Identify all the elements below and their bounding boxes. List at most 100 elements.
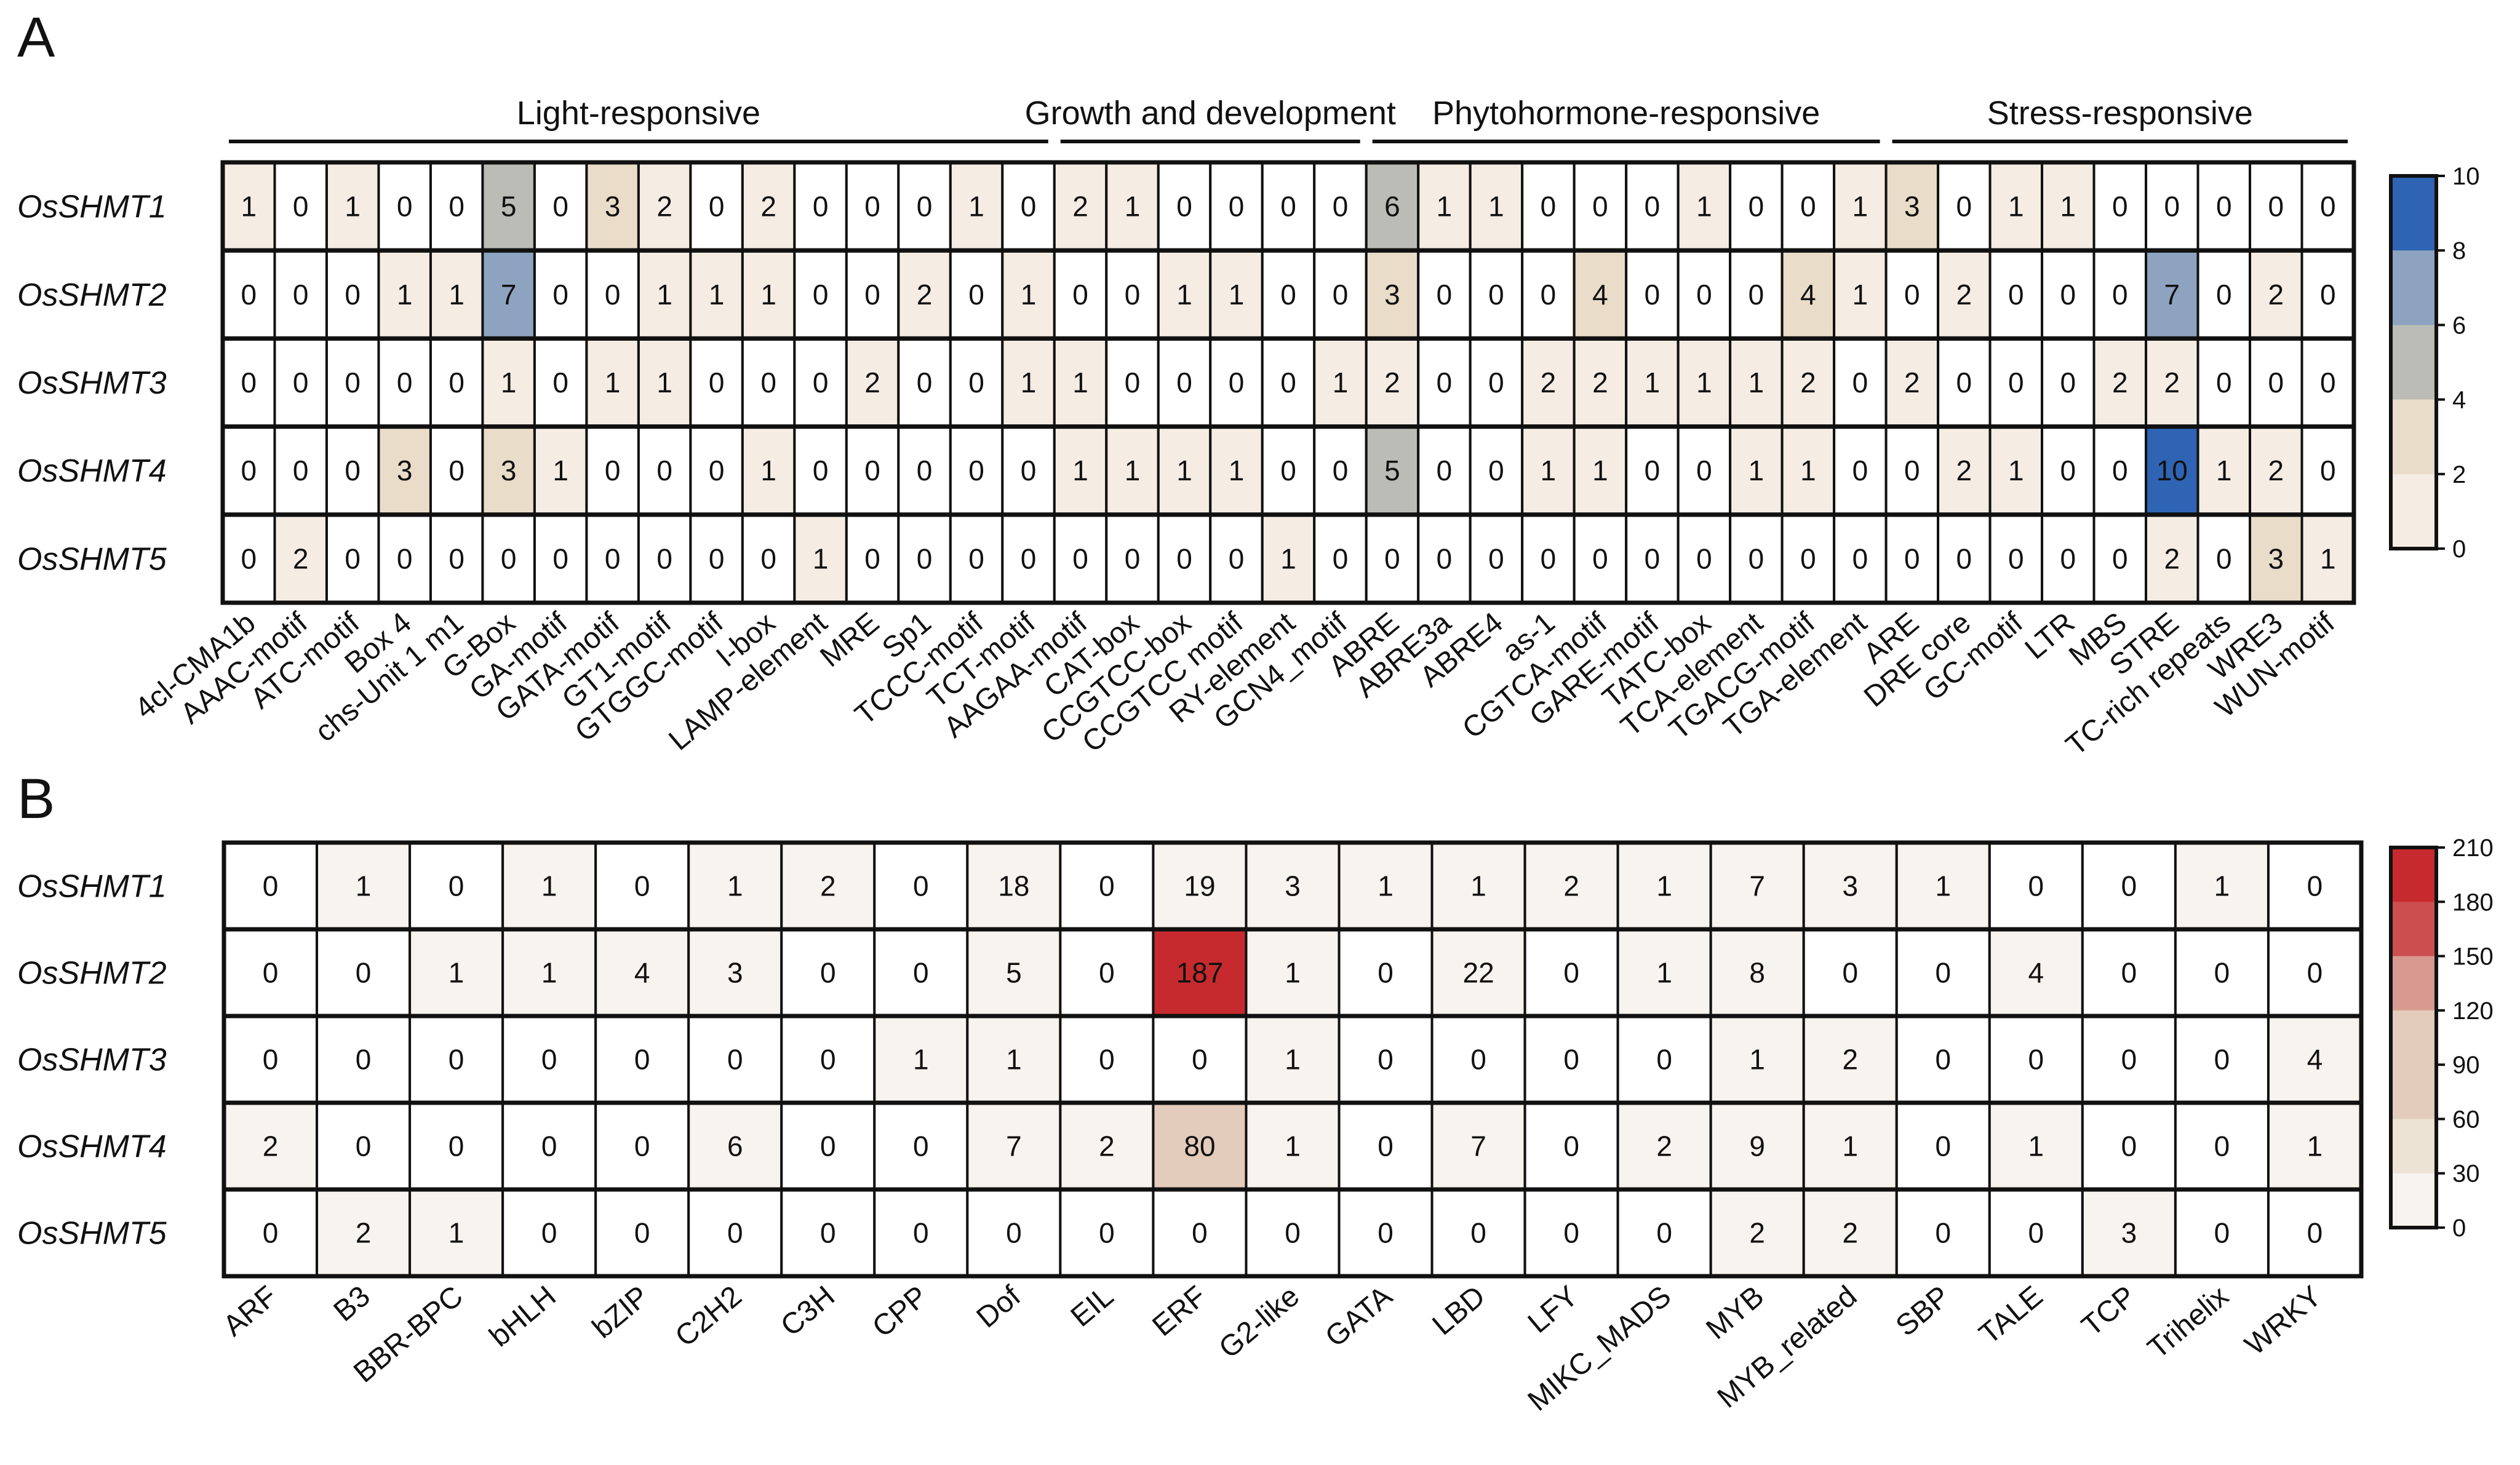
column-label: TCP [2076, 1280, 2142, 1343]
panel-a-label: A [17, 6, 55, 69]
cell-value: 7 [2164, 279, 2180, 311]
cell-value: 4 [1592, 279, 1608, 311]
heatmap-cell [2081, 1015, 2177, 1104]
heatmap-cell [1365, 513, 1420, 604]
colorbar-tick-label: 120 [2452, 998, 2494, 1025]
cell-value: 0 [709, 542, 725, 574]
heatmap-cell [1338, 1102, 1433, 1191]
cell-value: 0 [2060, 542, 2076, 574]
cell-value: 0 [2112, 191, 2128, 223]
heatmap-cell [1573, 513, 1628, 604]
colorbar-tick-label: 0 [2452, 1215, 2466, 1242]
cell-value: 0 [263, 870, 279, 902]
cell-value: 0 [2008, 367, 2024, 399]
heatmap-cell [2081, 1188, 2177, 1277]
cell-value: 2 [356, 1217, 372, 1249]
cell-value: 1 [449, 1217, 465, 1249]
heatmap-cell [1059, 841, 1155, 931]
cell-value: 80 [1184, 1130, 1215, 1162]
heatmap-cell [1523, 1188, 1619, 1277]
colorbar-tick-label: 10 [2452, 163, 2480, 190]
cell-value: 5 [1006, 957, 1022, 989]
cell-value: 1 [541, 957, 557, 989]
cell-value: 0 [1904, 455, 1920, 486]
column-label: C2H2 [669, 1280, 748, 1353]
cell-value: 0 [820, 1130, 836, 1162]
row-frame [221, 1187, 2364, 1279]
colorbar-segment [2391, 399, 2436, 475]
heatmap-cell [687, 1102, 783, 1191]
heatmap-cell [1523, 928, 1619, 1017]
cell-value: 0 [2307, 870, 2323, 902]
cell-value: 1 [1072, 455, 1088, 486]
heatmap-cell [2196, 425, 2252, 516]
cell-value: 2 [760, 191, 776, 223]
cell-value: 0 [1229, 367, 1245, 399]
heatmap-cell [316, 1102, 412, 1191]
cell-value: 1 [1800, 455, 1816, 486]
cell-value: 0 [709, 191, 725, 223]
cell-value: 0 [345, 455, 361, 486]
cell-value: 0 [605, 455, 621, 486]
heatmap-cell [1105, 249, 1160, 340]
cell-value: 8 [1749, 957, 1765, 989]
cell-value: 0 [293, 367, 309, 399]
cell-value: 1 [1021, 367, 1037, 399]
row-label: OsSHMT1 [17, 869, 167, 905]
column-label: ERF [1146, 1280, 1213, 1343]
cell-value: 0 [2112, 455, 2128, 486]
cell-value: 0 [552, 279, 568, 311]
cell-value: 2 [2164, 542, 2180, 574]
heatmap-cell [1338, 1015, 1433, 1104]
heatmap-cell [2081, 928, 2177, 1017]
cell-value: 0 [813, 191, 829, 223]
heatmap-cell [966, 841, 1062, 931]
cell-value: 0 [449, 870, 465, 902]
cell-value: 0 [541, 1130, 557, 1162]
heatmap-cell [1152, 928, 1248, 1017]
cell-value: 0 [820, 1044, 836, 1076]
cell-value: 0 [968, 455, 984, 486]
colorbar-tick-label: 2 [2452, 461, 2466, 488]
cell-value: 2 [2268, 455, 2284, 486]
cell-value: 1 [656, 279, 672, 311]
cell-value: 0 [2112, 279, 2128, 311]
row-label: OsSHMT3 [17, 1042, 167, 1078]
heatmap-cell [1430, 1015, 1526, 1104]
cell-value: 1 [813, 542, 829, 574]
cell-value: 1 [1125, 191, 1141, 223]
cell-value: 0 [1852, 367, 1868, 399]
row-label: OsSHMT1 [17, 189, 167, 225]
column-label: LFY [1522, 1280, 1585, 1340]
cell-value: 0 [917, 542, 933, 574]
colorbar-frame [2389, 174, 2438, 550]
cell-value: 1 [1229, 455, 1245, 486]
cell-value: 0 [634, 870, 650, 902]
colorbar-segment [2391, 1065, 2436, 1120]
cell-value: 2 [1656, 1130, 1672, 1162]
cell-value: 4 [2307, 1044, 2323, 1076]
cell-value: 0 [2112, 542, 2128, 574]
cell-value: 0 [356, 1130, 372, 1162]
cell-value: 0 [1021, 191, 1037, 223]
cell-value: 0 [1099, 870, 1115, 902]
cell-value: 2 [1099, 1130, 1115, 1162]
cell-value: 2 [1563, 870, 1579, 902]
cell-value: 0 [449, 1130, 465, 1162]
heatmap-cell [845, 337, 900, 428]
cell-value: 0 [1125, 542, 1141, 574]
heatmap-cell [793, 249, 848, 340]
cell-value: 1 [1006, 1044, 1022, 1076]
heatmap-cell [1469, 425, 1524, 516]
cell-value: 1 [541, 870, 557, 902]
cell-value: 3 [501, 455, 517, 486]
cell-value: 0 [1800, 191, 1816, 223]
cell-value: 4 [1800, 279, 1816, 311]
cell-value: 0 [968, 542, 984, 574]
heatmap-cell [1245, 841, 1341, 931]
heatmap-cell [585, 249, 640, 340]
cell-value: 2 [656, 191, 672, 223]
cell-value: 0 [709, 367, 725, 399]
heatmap-cell [1523, 841, 1619, 931]
cell-value: 3 [727, 957, 743, 989]
